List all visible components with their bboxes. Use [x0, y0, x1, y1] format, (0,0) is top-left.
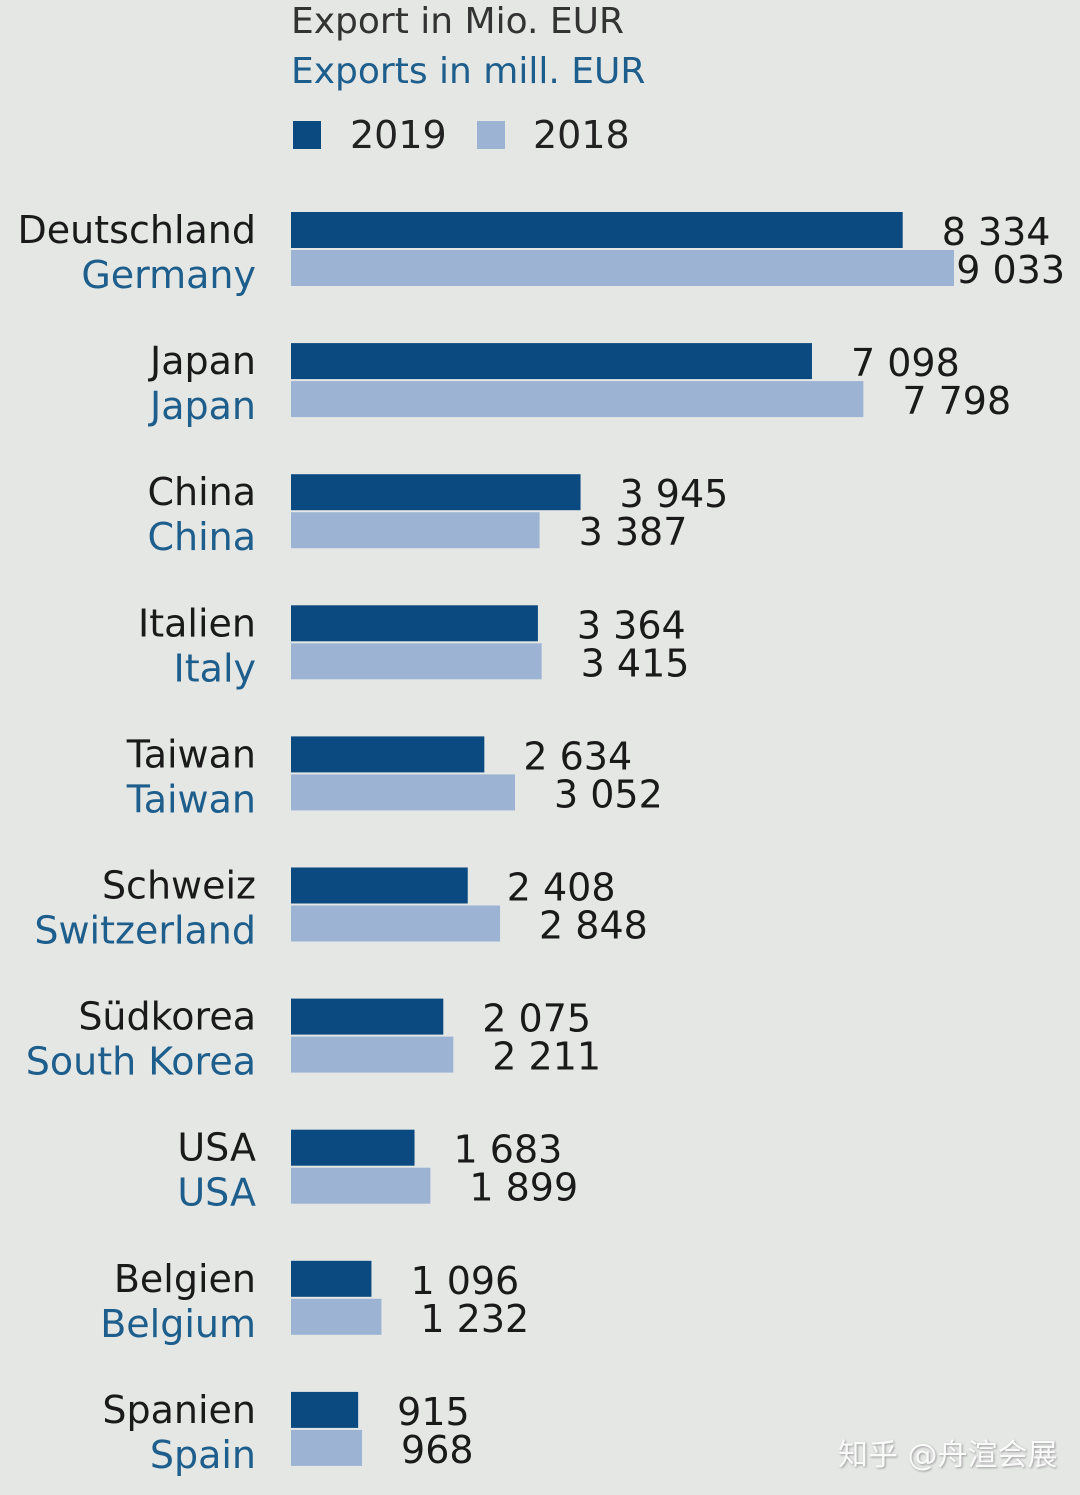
data-label-2019: 7 098	[851, 341, 960, 385]
data-label-2019: 1 096	[410, 1259, 519, 1303]
bar-2019	[291, 212, 903, 248]
bar-2018	[291, 381, 864, 418]
bar-2018	[291, 1298, 382, 1335]
category-label-de: Japan	[148, 339, 256, 383]
bar-2018	[291, 774, 516, 811]
category-label-en: Italy	[174, 646, 256, 690]
data-label-2018: 1 232	[420, 1297, 529, 1341]
data-label-2019: 3 945	[620, 472, 729, 516]
watermark: 知乎 @舟渲会展	[838, 1438, 1058, 1473]
data-label-2018: 3 387	[579, 510, 688, 554]
data-label-2018: 968	[401, 1428, 474, 1472]
category-label-en: Switzerland	[34, 909, 256, 953]
data-label-2018: 2 211	[492, 1035, 601, 1079]
bar-2019	[291, 736, 485, 773]
category-label-de: Schweiz	[102, 864, 256, 908]
data-label-2019: 2 408	[507, 866, 616, 910]
category-label-de: Spanien	[102, 1388, 256, 1432]
category-label-en: Spain	[150, 1433, 256, 1477]
data-label-2018: 3 052	[554, 772, 663, 816]
chart-subtitle: Exports in mill. EUR	[291, 51, 645, 92]
category-label-en: Taiwan	[126, 777, 256, 821]
bar-2018	[291, 512, 540, 549]
bar-2019	[291, 1129, 415, 1166]
category-label-de: Belgien	[114, 1257, 256, 1301]
category-label-en: Japan	[148, 384, 256, 428]
bar-2019	[291, 1260, 372, 1297]
category-label-de: China	[147, 470, 256, 514]
data-label-2019: 2 634	[523, 734, 632, 778]
data-label-2018: 7 798	[902, 379, 1011, 423]
bar-2018	[291, 1429, 363, 1466]
data-label-2019: 8 334	[942, 210, 1051, 254]
category-label-en: USA	[177, 1171, 256, 1215]
category-label-en: China	[147, 515, 256, 559]
legend-label-2018: 2018	[533, 113, 630, 157]
category-label-de: Deutschland	[18, 208, 256, 252]
bar-2018	[291, 1036, 454, 1073]
bar-2019	[291, 605, 538, 642]
category-label-en: Belgium	[100, 1302, 256, 1346]
data-label-2018: 2 848	[539, 904, 648, 948]
data-label-2019: 2 075	[482, 997, 591, 1041]
legend-swatch-2018	[477, 121, 505, 149]
bar-2019	[291, 474, 581, 511]
data-label-2019: 3 364	[577, 603, 686, 647]
data-label-2018: 9 033	[956, 248, 1065, 292]
data-label-2019: 1 683	[454, 1128, 563, 1172]
bar-2018	[291, 250, 954, 286]
category-label-de: Italien	[138, 601, 256, 645]
bar-2018	[291, 1167, 431, 1204]
category-label-en: South Korea	[26, 1040, 256, 1084]
category-label-de: USA	[177, 1126, 256, 1170]
category-label-en: Germany	[81, 253, 256, 297]
bar-2018	[291, 905, 501, 942]
bar-2019	[291, 1391, 359, 1428]
category-label-de: Taiwan	[126, 732, 256, 776]
chart-title: Export in Mio. EUR	[291, 1, 624, 42]
category-label-de: Südkorea	[78, 995, 256, 1039]
bar-2019	[291, 867, 468, 904]
data-label-2018: 3 415	[581, 641, 690, 685]
bar-2018	[291, 643, 542, 680]
legend-swatch-2019	[293, 121, 321, 149]
bar-2019	[291, 343, 812, 380]
data-label-2018: 1 899	[469, 1166, 578, 1210]
legend-label-2019: 2019	[350, 113, 447, 157]
bar-2019	[291, 998, 444, 1035]
data-label-2019: 915	[397, 1390, 470, 1434]
